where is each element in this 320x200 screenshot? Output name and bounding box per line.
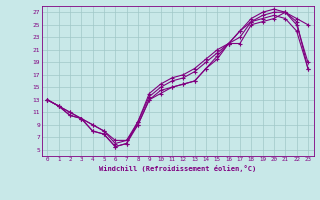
- X-axis label: Windchill (Refroidissement éolien,°C): Windchill (Refroidissement éolien,°C): [99, 165, 256, 172]
